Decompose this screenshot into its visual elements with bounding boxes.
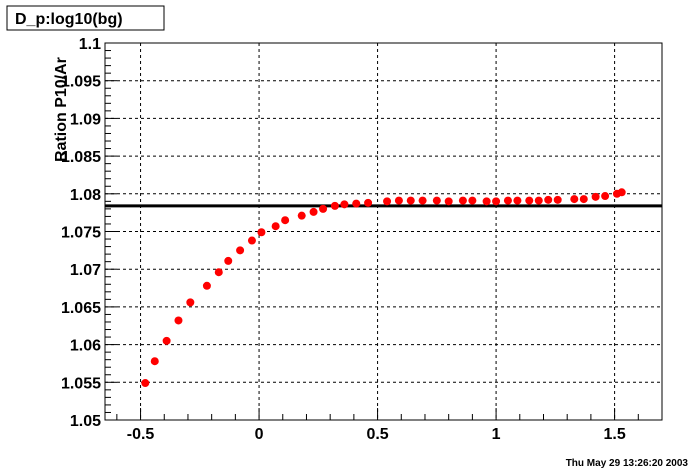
data-point <box>271 222 280 231</box>
data-point <box>482 197 491 206</box>
data-point <box>236 246 245 255</box>
data-point <box>553 195 562 204</box>
data-point <box>257 228 266 237</box>
y-tick-label: 1.1 <box>79 36 101 53</box>
data-point <box>150 357 159 366</box>
y-tick-label: 1.09 <box>70 111 101 128</box>
data-point <box>570 195 579 204</box>
chart-title: D_p:log10(bg) <box>15 11 123 28</box>
y-tick-label: 1.05 <box>70 413 101 430</box>
y-tick-label: 1.095 <box>61 74 101 91</box>
x-tick-label: -0.5 <box>127 426 155 443</box>
points-layer <box>141 188 626 388</box>
data-point <box>394 196 403 205</box>
axes <box>104 42 663 421</box>
data-point <box>617 188 626 197</box>
data-point <box>247 236 256 245</box>
data-point <box>330 201 339 210</box>
data-point <box>174 316 183 325</box>
data-point <box>383 197 392 206</box>
data-point <box>458 196 467 205</box>
x-tick-label: 0.5 <box>366 426 388 443</box>
data-point <box>444 197 453 206</box>
data-point <box>297 211 306 220</box>
x-tick-label: 0 <box>255 426 264 443</box>
grid <box>105 43 662 420</box>
data-point <box>492 197 501 206</box>
data-point <box>503 196 512 205</box>
timestamp: Thu May 29 13:26:20 2003 <box>566 458 689 469</box>
data-point <box>214 268 223 277</box>
data-point <box>141 379 150 388</box>
y-tick-label: 1.085 <box>61 149 101 166</box>
tick-labels: -0.5 0 0.5 1 1.5 1.05 1.055 1.06 1.065 1.07 1.075 1… <box>61 36 626 443</box>
data-point <box>319 204 328 213</box>
data-point <box>544 195 553 204</box>
y-tick-label: 1.075 <box>61 225 101 242</box>
y-tick-label: 1.065 <box>61 300 101 317</box>
y-tick-label: 1.08 <box>70 187 101 204</box>
data-point <box>591 192 600 201</box>
y-tick-label: 1.06 <box>70 338 101 355</box>
y-axis-label: Ration P10/Ar <box>53 57 70 162</box>
data-point <box>534 196 543 205</box>
data-point <box>513 196 522 205</box>
x-tick-label: 1 <box>492 426 501 443</box>
data-point <box>432 196 441 205</box>
y-tick-label: 1.055 <box>61 375 101 392</box>
x-tick-label: 1.5 <box>603 426 625 443</box>
data-point <box>579 195 588 204</box>
data-point <box>418 196 427 205</box>
y-tick-label: 1.07 <box>70 262 101 279</box>
data-point <box>186 298 195 307</box>
data-point <box>352 199 361 208</box>
data-point <box>406 196 415 205</box>
data-point <box>601 192 610 201</box>
title-box <box>6 5 165 31</box>
data-point <box>281 216 290 225</box>
data-point <box>364 198 373 207</box>
data-point <box>340 200 349 209</box>
data-point <box>525 196 534 205</box>
data-point <box>162 336 171 345</box>
data-point <box>468 196 477 205</box>
data-point <box>309 207 318 216</box>
data-point <box>224 256 233 265</box>
data-point <box>202 281 211 290</box>
